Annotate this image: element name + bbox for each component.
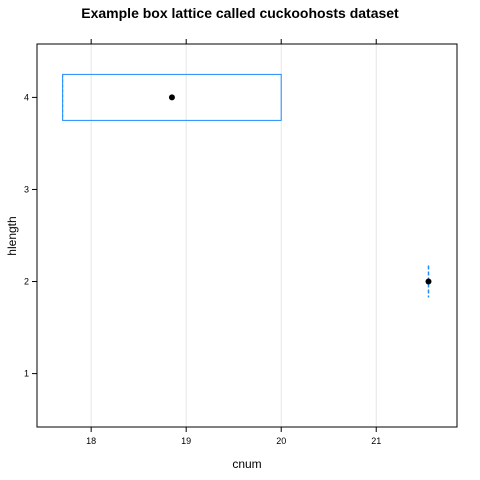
grid [90,44,377,427]
chart-title: Example box lattice called cuckoohosts d… [81,5,399,21]
box-group [425,265,432,298]
boxes [62,73,432,298]
median-dot [168,94,175,101]
x-tick-label: 21 [371,436,381,446]
plot-frame [36,43,458,428]
y-axis-label: hlength [5,216,19,255]
x-tick-label: 20 [276,436,286,446]
y-tick-label: 2 [24,277,29,287]
x-axis: 18 19 20 21 [86,39,381,446]
y-axis: 1 2 3 4 [24,92,37,379]
x-axis-label: cnum [232,457,261,471]
y-tick-label: 1 [24,369,29,379]
x-tick-label: 19 [181,436,191,446]
box-group [62,73,282,121]
median-dot [425,278,432,285]
x-tick-label: 18 [86,436,96,446]
y-tick-label: 3 [24,184,29,194]
y-tick-label: 4 [24,92,29,102]
